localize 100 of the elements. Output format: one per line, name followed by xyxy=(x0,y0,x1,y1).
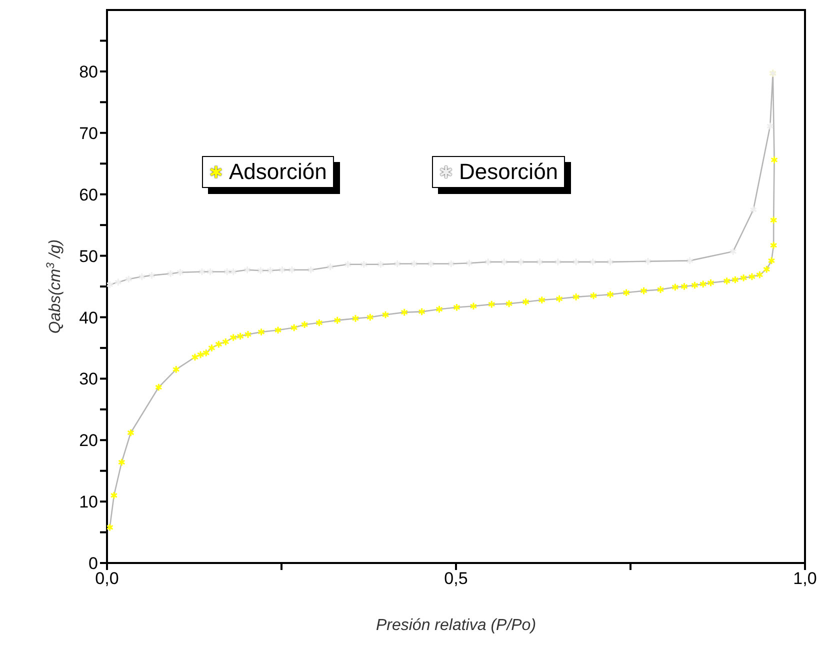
point xyxy=(223,268,231,276)
point xyxy=(230,268,238,276)
point xyxy=(500,258,508,266)
point xyxy=(230,333,238,342)
x-tick-label: 1,0 xyxy=(793,569,817,588)
point xyxy=(699,280,707,288)
point xyxy=(748,272,756,281)
point xyxy=(208,344,216,352)
point xyxy=(505,300,513,308)
point xyxy=(590,292,598,300)
point xyxy=(394,260,402,268)
point xyxy=(572,292,580,302)
y-tick-label: 10 xyxy=(79,492,98,512)
y-tick-label: 30 xyxy=(79,370,98,389)
point xyxy=(352,314,360,323)
point xyxy=(366,313,374,322)
point xyxy=(326,262,334,271)
y-tick-label: 0 xyxy=(88,554,98,574)
point xyxy=(316,318,323,327)
point xyxy=(107,280,114,289)
point xyxy=(256,266,264,275)
point xyxy=(453,303,460,312)
point xyxy=(484,258,492,266)
point xyxy=(300,320,308,329)
y-tick-label: 70 xyxy=(79,124,98,143)
point xyxy=(538,296,546,304)
point xyxy=(307,266,315,274)
point xyxy=(707,278,714,287)
y-tick-label: 40 xyxy=(79,308,98,328)
x-tick-label: 0,5 xyxy=(444,569,468,588)
point xyxy=(750,206,758,214)
point xyxy=(680,282,688,291)
point xyxy=(466,259,473,268)
point xyxy=(288,266,296,274)
point xyxy=(107,523,114,532)
point xyxy=(770,156,778,164)
point xyxy=(522,298,530,306)
point xyxy=(740,274,748,282)
point xyxy=(114,278,122,286)
y-tick-label: 20 xyxy=(79,431,98,450)
point xyxy=(176,268,184,277)
point xyxy=(756,270,764,279)
point xyxy=(723,276,731,286)
point xyxy=(154,383,162,392)
point xyxy=(191,353,199,362)
point xyxy=(214,340,222,348)
point xyxy=(536,258,544,266)
point xyxy=(127,428,134,437)
point xyxy=(376,260,384,269)
point xyxy=(770,216,778,224)
y-tick-label: 80 xyxy=(79,62,98,82)
point xyxy=(110,491,118,500)
point xyxy=(768,256,776,265)
point xyxy=(517,258,525,266)
point xyxy=(488,300,496,308)
point xyxy=(244,330,252,339)
point xyxy=(572,258,580,266)
point xyxy=(762,265,770,274)
point xyxy=(606,290,614,299)
point xyxy=(258,328,265,336)
point xyxy=(244,266,251,274)
point xyxy=(671,282,679,292)
point xyxy=(334,316,342,324)
point xyxy=(236,332,244,340)
point xyxy=(640,286,648,295)
point xyxy=(196,350,204,359)
point xyxy=(691,281,698,290)
y-tick-label: 50 xyxy=(79,246,98,266)
point xyxy=(644,257,652,266)
point xyxy=(729,247,737,256)
point xyxy=(410,260,418,268)
point xyxy=(686,256,694,265)
y-tick-label: 60 xyxy=(79,185,98,204)
x-axis-title: Presión relativa (P/Po) xyxy=(376,617,536,634)
point xyxy=(418,308,426,316)
point xyxy=(622,288,630,297)
point xyxy=(382,310,390,319)
x-tick-label: 0,0 xyxy=(95,569,119,588)
point xyxy=(222,338,230,346)
point xyxy=(290,324,298,332)
point xyxy=(266,266,274,275)
point xyxy=(278,266,286,274)
point xyxy=(427,260,435,268)
point xyxy=(554,258,562,266)
point xyxy=(198,268,206,276)
point xyxy=(206,268,214,276)
point xyxy=(172,365,180,374)
point xyxy=(360,260,368,269)
point xyxy=(606,258,614,266)
point xyxy=(732,276,739,284)
point xyxy=(470,302,478,310)
point xyxy=(436,305,443,314)
point xyxy=(400,308,408,316)
point xyxy=(202,348,210,358)
point xyxy=(166,269,174,278)
point xyxy=(148,271,156,280)
point xyxy=(447,260,455,268)
legend-label: Adsorción xyxy=(229,159,327,185)
point xyxy=(589,258,596,266)
point xyxy=(766,122,774,130)
